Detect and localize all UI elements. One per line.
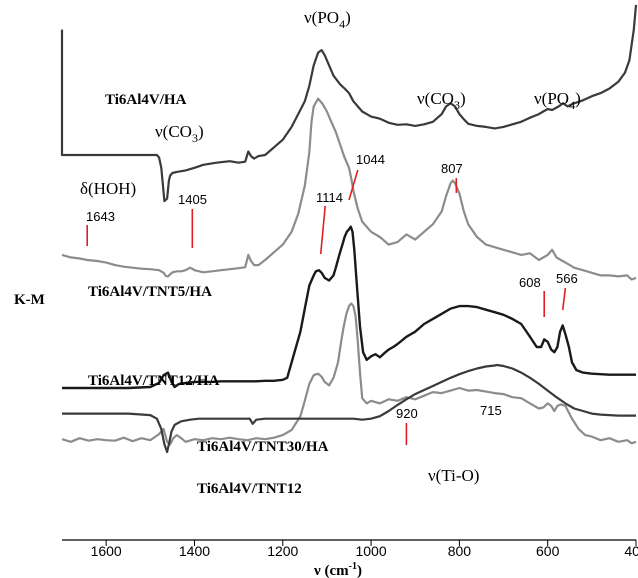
peak-marker-1114 [319,205,326,255]
x-tick-label-600: 600 [536,543,560,559]
series-layer [60,4,638,454]
peak-label-920: 920 [396,406,418,421]
peak-label-807: 807 [441,161,463,176]
x-tick-label-800: 800 [448,543,472,559]
series-line-ti6al4v-tnt30-ha [61,302,637,446]
peak-label-1044: 1044 [356,152,385,167]
peak-marker-566 [561,287,567,311]
peak-label-1405: 1405 [178,192,207,207]
peak-marker-layer [86,169,567,445]
band-label-ti-o: ν(Ti-O) [428,466,479,485]
y-axis-label: K-M [14,292,45,308]
sample-label-ti6al4v-tnt12-ha: Ti6Al4V/TNT12/HA [88,373,220,389]
series-line-ti6al4v-ha [60,4,638,203]
peak-label-1643: 1643 [86,209,115,224]
series-line-ti6al4v-tnt12-ha [62,225,636,390]
peak-marker-1044 [348,169,359,201]
band-label-po4-right: ν(PO4) [534,89,581,112]
band-label-hoh: δ(HOH) [80,179,136,198]
peak-label-715: 715 [480,403,502,418]
x-tick-label-400: 400 [624,543,638,559]
sample-label-ti6al4v-tnt30-ha: Ti6Al4V/TNT30/HA [197,439,329,455]
sample-label-ti6al4v-tnt12: Ti6Al4V/TNT12 [197,481,302,497]
x-axis-ticks: 1600 1400 1200 1000 800 600 400 [91,540,638,559]
peak-label-608: 608 [519,275,541,290]
band-label-co3-left: ν(CO3) [155,122,204,145]
peak-label-1114: 1114 [316,190,343,205]
band-label-co3-right: ν(CO3) [417,89,466,112]
series-line-ti6al4v-tnt12 [62,363,636,454]
x-tick-label-1400: 1400 [179,543,210,559]
x-tick-label-1200: 1200 [267,543,298,559]
series-line-ti6al4v-tnt5-ha [61,97,637,281]
x-tick-label-1000: 1000 [355,543,386,559]
sample-label-ti6al4v-tnt5-ha: Ti6Al4V/TNT5/HA [88,284,212,300]
peak-label-566: 566 [556,271,578,286]
x-tick-label-1600: 1600 [91,543,122,559]
x-axis-label: ν (cm-1) [313,561,362,578]
sample-label-ti6al4v-ha: Ti6Al4V/HA [105,92,187,108]
band-label-po4-top: ν(PO4) [304,8,351,31]
